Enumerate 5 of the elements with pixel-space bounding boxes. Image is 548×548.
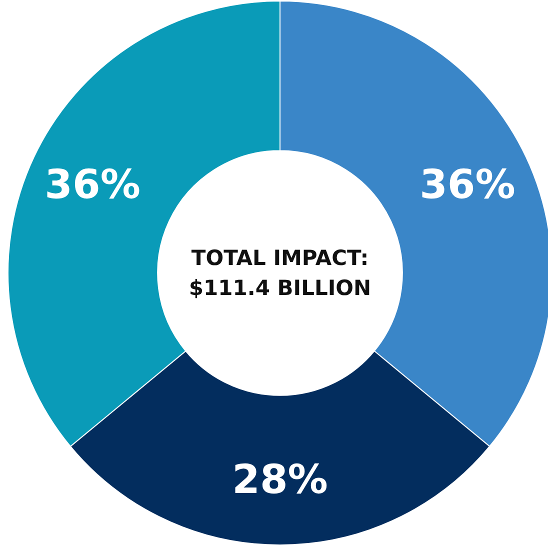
data-label: 36% [44, 162, 140, 208]
data-label: 36% [420, 162, 516, 208]
text: $111.4 BILLION [188, 276, 372, 300]
data-label: 28% [232, 457, 328, 504]
text: TOTAL IMPACT: [191, 246, 369, 270]
